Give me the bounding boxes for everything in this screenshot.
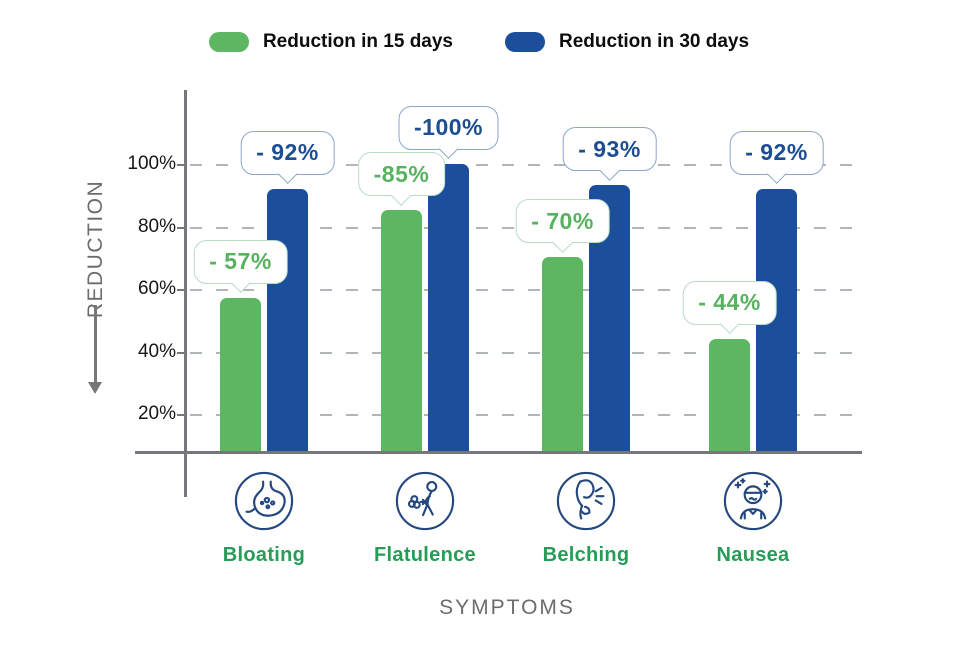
category-label-belching: Belching <box>542 544 630 566</box>
gridline-60% <box>190 289 860 291</box>
y-tick <box>177 414 185 416</box>
y-tick-label: 80% <box>137 215 176 237</box>
y-tick-label: 100% <box>127 153 176 174</box>
callout-bloating-15d: - 57% <box>193 239 288 294</box>
gridline-100% <box>190 164 860 166</box>
callout-nausea-15d: - 44% <box>682 280 777 334</box>
callout-tail-icon <box>552 232 573 253</box>
legend-swatch <box>208 32 249 52</box>
gridline-40% <box>190 351 860 354</box>
x-axis-title: SYMPTOMS <box>439 596 575 619</box>
y-axis-arrowhead-icon <box>88 382 102 394</box>
y-tick <box>177 226 185 229</box>
y-tick <box>177 351 185 354</box>
callout-tail-icon <box>599 160 620 181</box>
bar-flatulence-30d <box>428 163 469 451</box>
y-axis-line <box>184 90 187 497</box>
legend-item: Reduction in 15 days <box>208 31 453 53</box>
legend-item: Reduction in 30 days <box>505 31 749 53</box>
category-label-bloating: Bloating <box>222 544 306 566</box>
belching-icon <box>555 470 617 532</box>
callout-flatulence-15d: -85% <box>357 152 446 206</box>
y-tick <box>177 289 185 291</box>
callout-tail-icon <box>766 164 787 184</box>
chart-legend: Reduction in 15 days Reduction in 30 days <box>0 31 958 53</box>
x-axis-line <box>135 451 862 454</box>
gridline-20% <box>190 414 860 416</box>
legend-label: Reduction in 30 days <box>559 31 750 52</box>
nausea-icon <box>723 471 783 531</box>
stomach-icon <box>233 470 295 532</box>
bar-flatulence-15d <box>381 210 422 451</box>
bar-belching-15d <box>542 257 583 451</box>
callout-tail-icon <box>719 314 740 334</box>
legend-label: Reduction in 15 days <box>262 31 453 52</box>
y-tick-label: 60% <box>137 278 176 299</box>
callout-belching-30d: - 93% <box>562 127 657 181</box>
callout-tail-icon <box>277 164 298 184</box>
callout-flatulence-30d: -100% <box>398 105 499 159</box>
y-tick-label: 40% <box>137 340 176 362</box>
category-label-flatulence: Flatulence <box>374 544 476 566</box>
category-label-nausea: Nausea <box>716 544 790 566</box>
bar-nausea-15d <box>709 338 750 451</box>
nausea-icon <box>722 470 784 532</box>
flatulence-icon <box>395 471 455 531</box>
flatulence-icon <box>394 470 456 532</box>
y-tick <box>177 164 185 166</box>
y-tick-label: 20% <box>137 403 176 424</box>
legend-swatch <box>505 32 545 52</box>
callout-tail-icon <box>391 185 412 206</box>
y-axis-arrow <box>94 305 97 383</box>
callout-nausea-30d: - 92% <box>729 130 824 184</box>
stomach-icon <box>234 471 294 531</box>
callout-bloating-30d: - 92% <box>240 130 335 184</box>
bar-bloating-15d <box>220 297 261 451</box>
belching-icon <box>556 471 616 531</box>
callout-belching-15d: - 70% <box>515 199 610 253</box>
bar-bloating-30d <box>267 188 308 451</box>
